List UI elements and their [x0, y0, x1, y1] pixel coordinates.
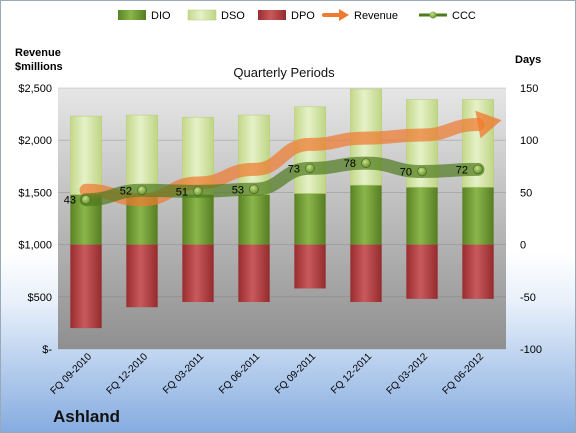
left-tick-label: $2,500 — [18, 83, 52, 95]
legend-marker-ccc — [429, 11, 437, 19]
left-axis-title-line1: Revenue — [15, 47, 61, 59]
legend-swatch-dio — [118, 10, 146, 20]
company-name: Ashland — [53, 407, 120, 426]
ccc-data-label: 53 — [232, 184, 244, 196]
left-tick-label: $- — [42, 344, 52, 356]
revenue-arrowhead — [475, 110, 502, 139]
left-tick-label: $500 — [28, 292, 52, 304]
ccc-data-label: 51 — [176, 186, 188, 198]
right-tick-label: -100 — [520, 344, 542, 356]
ccc-series: 43 52 51 53 73 78 70 72 — [64, 156, 485, 207]
right-tick-label: -50 — [520, 292, 536, 304]
revenue-line — [79, 118, 485, 207]
category-label: FQ 03-2011 — [161, 351, 206, 396]
left-tick-label: $1,000 — [18, 240, 52, 252]
category-label: FQ 09-2010 — [49, 351, 95, 397]
ccc-marker — [361, 158, 371, 168]
category-label: FQ 12-2011 — [329, 351, 374, 396]
dio-bar — [462, 187, 494, 245]
category-label: FQ 03-2012 — [385, 351, 431, 397]
dpo-bar — [238, 244, 270, 303]
dpo-bar — [462, 244, 494, 299]
left-tick-label: $1,500 — [18, 187, 52, 199]
dso-bar — [70, 115, 102, 195]
ccc-marker — [473, 164, 483, 175]
revenue-series — [79, 110, 502, 207]
ccc-marker — [417, 166, 427, 177]
dpo-bar — [350, 244, 382, 303]
dio-bar — [238, 194, 270, 245]
dpo-bar — [126, 244, 158, 308]
right-axis-title: Days — [515, 54, 541, 66]
legend-label-dso: DSO — [221, 10, 245, 22]
ccc-data-label: 70 — [400, 167, 412, 179]
ccc-marker — [81, 194, 91, 205]
ccc-marker — [193, 186, 203, 197]
legend-label-dio: DIO — [151, 10, 171, 22]
legend: DIO DSO DPO Revenue CCC — [118, 9, 476, 22]
right-tick-label: 0 — [520, 240, 526, 252]
left-axis-title-line2: $millions — [15, 61, 63, 73]
legend-label-dpo: DPO — [291, 10, 315, 22]
category-label: FQ 12-2010 — [105, 351, 151, 397]
ccc-marker — [305, 163, 315, 174]
ccc-data-label: 78 — [344, 158, 356, 170]
dio-bar — [350, 185, 382, 245]
left-tick-label: $2,000 — [18, 135, 52, 147]
legend-arrow-icon — [339, 9, 349, 21]
right-tick-label: 150 — [520, 83, 538, 95]
legend-swatch-dpo — [258, 10, 286, 20]
ccc-marker — [137, 185, 147, 196]
dpo-bar — [70, 244, 102, 329]
right-tick-label: 50 — [520, 187, 532, 199]
dio-bar — [406, 187, 438, 245]
legend-label-ccc: CCC — [452, 10, 476, 22]
right-tick-label: 100 — [520, 135, 538, 147]
dpo-bar — [406, 244, 438, 299]
dso-bar — [126, 114, 158, 196]
dpo-bar — [182, 244, 214, 303]
legend-swatch-dso — [187, 9, 217, 21]
ccc-data-label: 73 — [288, 163, 300, 175]
ccc-data-label: 72 — [456, 164, 468, 176]
dso-bar — [238, 114, 270, 195]
legend-label-revenue: Revenue — [354, 10, 398, 22]
chart-title: Quarterly Periods — [233, 65, 335, 80]
dpo-bar — [294, 244, 326, 289]
ccc-marker — [249, 184, 259, 195]
category-label: FQ 06-2011 — [217, 351, 262, 396]
ccc-data-label: 52 — [120, 185, 132, 197]
ccc-data-label: 43 — [64, 195, 76, 207]
dio-bar — [294, 193, 326, 245]
category-label: FQ 09-2011 — [273, 351, 318, 396]
category-label: FQ 06-2012 — [441, 351, 487, 397]
dio-bar — [182, 194, 214, 245]
